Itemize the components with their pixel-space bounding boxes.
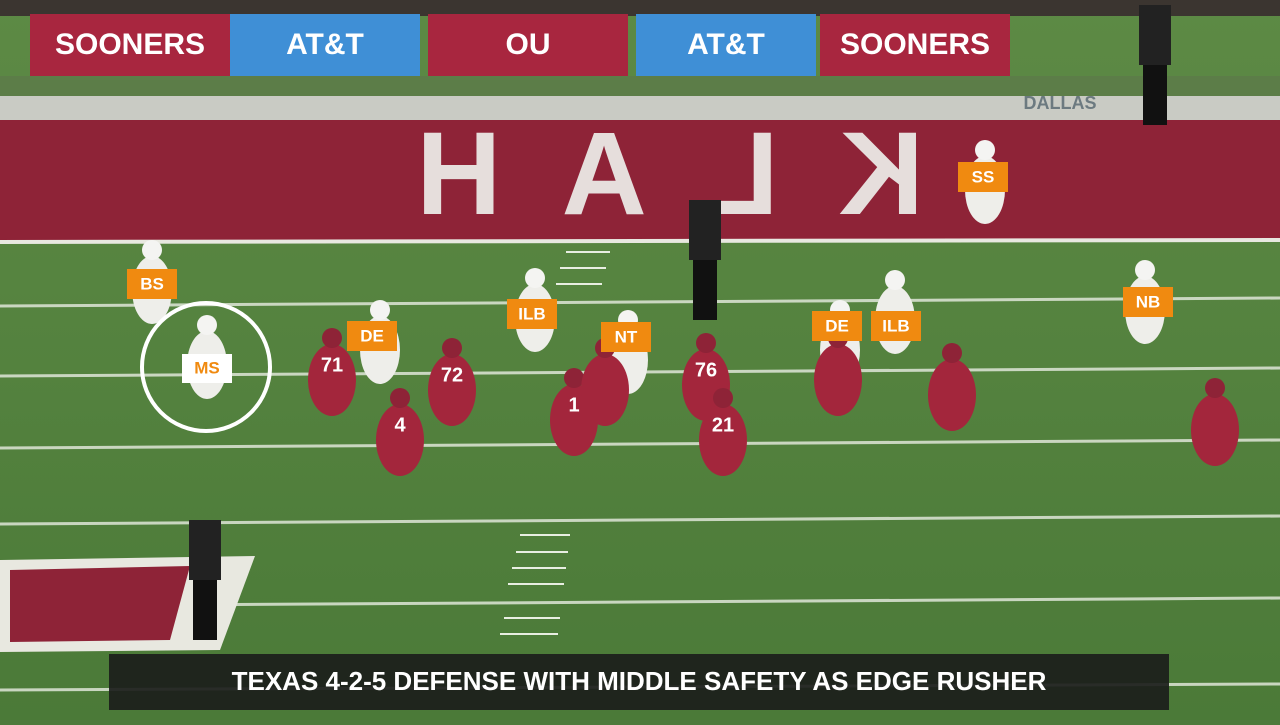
referee — [689, 200, 721, 260]
sideline-strip — [0, 96, 1280, 120]
banner-text: AT&T — [687, 28, 765, 61]
offensive-player — [581, 354, 629, 426]
position-label: BS — [140, 274, 164, 293]
caption-bar — [109, 654, 1169, 710]
position-labels: SS BS ILB DE NT DE ILB NB — [127, 162, 1173, 352]
helmet — [442, 338, 462, 358]
offensive-player — [376, 404, 424, 476]
banner-text: OU — [506, 28, 551, 61]
jersey-number: 21 — [712, 414, 734, 436]
sideline-text: DALLAS — [1024, 93, 1097, 113]
position-label-box — [958, 162, 1008, 192]
offensive-player — [308, 344, 356, 416]
position-label: NT — [615, 327, 638, 346]
offensive-player — [1191, 394, 1239, 466]
referee — [1139, 5, 1171, 65]
goal-line — [0, 238, 1280, 244]
position-label: ILB — [518, 304, 545, 323]
highlight-circle — [140, 301, 272, 433]
position-label-box — [601, 322, 651, 352]
referee-legs — [693, 260, 717, 320]
jersey-number: 1 — [568, 394, 579, 416]
referee — [189, 520, 221, 580]
sideline-grass — [0, 76, 1280, 96]
referee-legs — [1143, 65, 1167, 125]
banner — [230, 14, 420, 76]
helmet — [370, 300, 390, 320]
helmet — [975, 140, 995, 160]
position-label: ILB — [882, 316, 909, 335]
banner — [820, 14, 1010, 76]
banner-text: SOONERS — [840, 28, 990, 61]
position-label-box — [127, 269, 177, 299]
jersey-number: 4 — [394, 414, 406, 436]
position-label: DE — [360, 326, 384, 345]
offensive-player — [428, 354, 476, 426]
highlight-label: MS — [194, 358, 220, 377]
offensive-player — [814, 344, 862, 416]
helmet — [197, 315, 217, 335]
offensive-player — [699, 404, 747, 476]
helmet — [525, 268, 545, 288]
highlight-label-box — [182, 354, 232, 383]
helmet — [885, 270, 905, 290]
helmet — [1205, 378, 1225, 398]
helmet — [142, 240, 162, 260]
helmet — [713, 388, 733, 408]
position-label-box — [507, 299, 557, 329]
offensive-player — [928, 359, 976, 431]
position-label-box — [1123, 287, 1173, 317]
end-zone — [0, 120, 1280, 242]
referee-legs — [193, 580, 217, 640]
position-label: DE — [825, 316, 849, 335]
helmet — [390, 388, 410, 408]
jersey-number: 76 — [695, 359, 717, 381]
hash-marks — [500, 251, 610, 635]
end-zone-text: KLAH — [356, 108, 924, 240]
banner — [636, 14, 816, 76]
banner-row: SOONERS AT&T OU AT&T SOONERS — [30, 14, 1010, 76]
conference-logo — [10, 566, 190, 642]
helmet — [696, 333, 716, 353]
helmet — [564, 368, 584, 388]
position-label-box — [347, 321, 397, 351]
jersey-number: 72 — [441, 364, 463, 386]
helmet — [322, 328, 342, 348]
banner-text: AT&T — [286, 28, 364, 61]
crowd — [0, 0, 1280, 16]
position-label-box — [812, 311, 862, 341]
helmet — [1135, 260, 1155, 280]
caption: TEXAS 4-2-5 DEFENSE WITH MIDDLE SAFETY A… — [232, 666, 1047, 696]
position-label: NB — [1136, 292, 1161, 311]
banner — [30, 14, 230, 76]
position-label: SS — [972, 167, 995, 186]
jersey-number: 71 — [321, 354, 343, 376]
helmet — [942, 343, 962, 363]
banner — [428, 14, 628, 76]
banner-text: SOONERS — [55, 28, 205, 61]
position-label-box — [871, 311, 921, 341]
